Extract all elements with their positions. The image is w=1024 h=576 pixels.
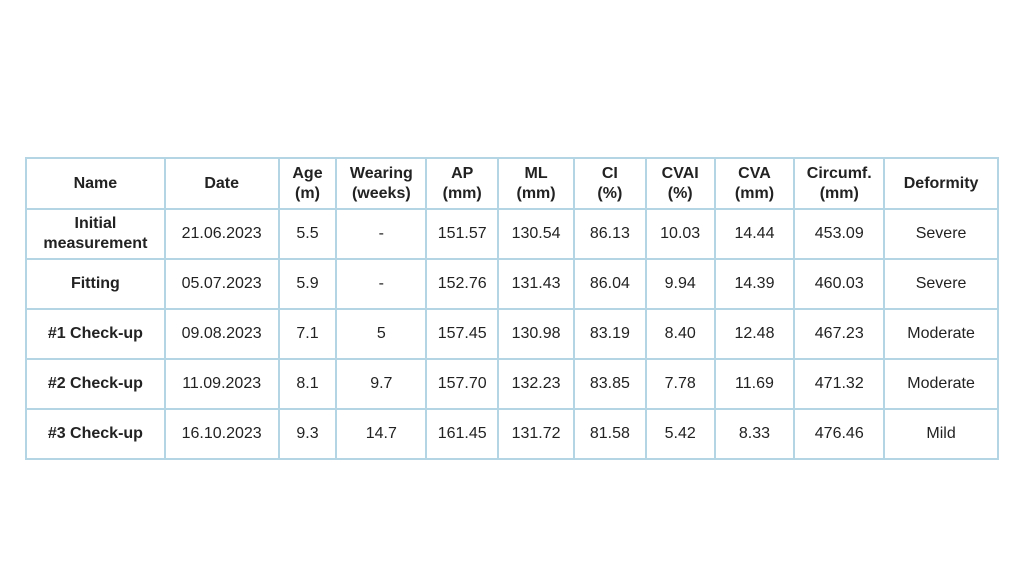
header-row: Name Date Age (m) Wearing (weeks) AP (mm) ML (mm)…	[25, 157, 999, 210]
table-cell: 476.46	[793, 408, 886, 460]
table-cell: 7.78	[644, 358, 716, 410]
header-cell: Date	[163, 157, 280, 210]
table-cell: 86.04	[572, 258, 647, 310]
table-cell: 9.94	[644, 258, 716, 310]
header-text: Age	[292, 164, 323, 182]
table-cell: 151.57	[425, 208, 500, 260]
table-cell: Moderate	[883, 308, 999, 360]
table-cell: 453.09	[793, 208, 886, 260]
table-cell: 11.69	[713, 358, 796, 410]
header-text: (m)	[295, 184, 320, 202]
table-cell: 81.58	[572, 408, 647, 460]
table-cell: 21.06.2023	[163, 208, 280, 260]
header-text: (mm)	[442, 184, 482, 202]
table-cell: 16.10.2023	[163, 408, 280, 460]
table-cell: 471.32	[793, 358, 886, 410]
header-text: CI	[601, 164, 618, 182]
header-text: (mm)	[734, 184, 775, 202]
table-cell: 8.33	[713, 408, 796, 460]
table-cell: 5.42	[644, 408, 716, 460]
table-cell: Moderate	[883, 358, 999, 410]
header-text: (%)	[597, 184, 623, 202]
header-text: Circumf.	[806, 164, 872, 182]
table-cell: 14.39	[713, 258, 796, 310]
table-row: #3 Check-up 16.10.2023 9.3 14.7 161.45 131.72…	[25, 408, 999, 460]
header-text: Name	[73, 174, 118, 192]
table-cell: 130.54	[497, 208, 575, 260]
table-cell: 09.08.2023	[163, 308, 280, 360]
table-cell: 05.07.2023	[163, 258, 280, 310]
table-cell: 86.13	[572, 208, 647, 260]
table-cell: 10.03	[644, 208, 716, 260]
table-cell: 5.5	[277, 208, 338, 260]
table-cell: 12.48	[713, 308, 796, 360]
header-text: (mm)	[819, 184, 859, 202]
table-cell: 14.7	[335, 408, 428, 460]
header-text: (%)	[667, 184, 693, 202]
header-text: Deformity	[903, 174, 979, 192]
row-name: Initial measurement	[25, 208, 166, 260]
header-cell: CI (%)	[572, 157, 647, 210]
header-cell: CVA (mm)	[713, 157, 796, 210]
header-text: Date	[204, 174, 240, 192]
header-text: (mm)	[516, 184, 556, 202]
table-cell: 460.03	[793, 258, 886, 310]
table-cell: 467.23	[793, 308, 886, 360]
table-row: #2 Check-up 11.09.2023 8.1 9.7 157.70 132.23 8…	[25, 358, 999, 410]
header-cell: CVAI (%)	[644, 157, 716, 210]
table-cell: 5.9	[277, 258, 338, 310]
table-header: Name Date Age (m) Wearing (weeks) AP (mm) ML (mm)…	[25, 157, 999, 210]
table-cell: 7.1	[277, 308, 338, 360]
table-cell: 83.19	[572, 308, 647, 360]
header-text: CVAI	[661, 164, 699, 182]
row-name: #3 Check-up	[25, 408, 166, 460]
table-cell: 131.72	[497, 408, 575, 460]
table-body: Initial measurement 21.06.2023 5.5-151.57 1…	[25, 208, 999, 460]
table-row: Initial measurement 21.06.2023 5.5-151.57 1…	[25, 208, 999, 260]
header-text: (weeks)	[351, 184, 411, 202]
table-row: Fitting 05.07.2023 5.9-152.76 131.43 86.04 9.…	[25, 258, 999, 310]
header-cell: Wearing (weeks)	[335, 157, 428, 210]
table-row: #1 Check-up 09.08.2023 7.1 5 157.45 130.98 83.…	[25, 308, 999, 360]
table-cell: 83.85	[572, 358, 647, 410]
table-cell: 132.23	[497, 358, 575, 410]
header-cell: Circumf. (mm)	[793, 157, 886, 210]
table-cell: 131.43	[497, 258, 575, 310]
header-cell: Age (m)	[277, 157, 338, 210]
table-cell: Severe	[883, 208, 999, 260]
header-cell: AP (mm)	[425, 157, 500, 210]
row-name: #1 Check-up	[25, 308, 166, 360]
table-cell: 9.3	[277, 408, 338, 460]
table-cell: 157.70	[425, 358, 500, 410]
header-text: AP	[451, 164, 474, 182]
row-name: Fitting	[25, 258, 166, 310]
table-cell: -	[335, 208, 428, 260]
table-cell: Severe	[883, 258, 999, 310]
table-cell: 14.44	[713, 208, 796, 260]
table-cell: 11.09.2023	[163, 358, 280, 410]
table-cell: 152.76	[425, 258, 500, 310]
table-cell: 8.1	[277, 358, 338, 410]
table-cell: 9.7	[335, 358, 428, 410]
table-cell: 161.45	[425, 408, 500, 460]
table-cell: 157.45	[425, 308, 500, 360]
header-text: Wearing	[349, 164, 413, 182]
header-cell: Name	[25, 157, 166, 210]
header-cell: ML (mm)	[497, 157, 575, 210]
header-text: ML	[524, 164, 548, 182]
row-name: #2 Check-up	[25, 358, 166, 410]
table-cell: 8.40	[644, 308, 716, 360]
header-cell: Deformity	[883, 157, 999, 210]
table-cell: 130.98	[497, 308, 575, 360]
table-cell: Mild	[883, 408, 999, 460]
table-cell: -	[335, 258, 428, 310]
table-cell: 5	[335, 308, 428, 360]
header-text: CVA	[738, 164, 771, 182]
data-table: Name Date Age (m) Wearing (weeks) AP (mm) ML (mm)…	[25, 157, 999, 460]
